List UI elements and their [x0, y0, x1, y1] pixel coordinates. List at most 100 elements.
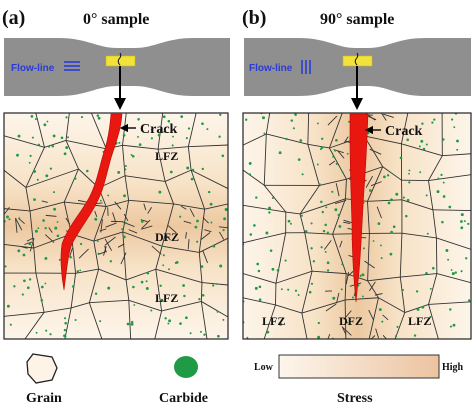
grain-boundary	[428, 301, 471, 305]
carbide-dot	[216, 310, 219, 313]
grain-boundary	[369, 148, 382, 155]
carbide-dot	[201, 293, 205, 297]
panel-b-flow-line-icon	[301, 60, 311, 74]
carbide-dot	[157, 133, 161, 137]
carbide-dot	[380, 257, 383, 260]
carbide-dot	[174, 261, 178, 265]
carbide-dot	[381, 320, 384, 323]
carbide-dot	[431, 121, 434, 124]
carbide-dot	[122, 235, 126, 239]
carbide-dot	[217, 334, 220, 338]
carbide-dot	[304, 229, 308, 233]
grain-boundary	[155, 269, 163, 311]
carbide-dot	[460, 220, 463, 223]
grain-boundary	[161, 301, 202, 312]
carbide-dot	[442, 138, 445, 141]
carbide-dot	[332, 296, 336, 300]
carbide-dot	[263, 132, 266, 135]
carbide-dot	[17, 249, 21, 253]
grain-boundary	[4, 244, 34, 249]
carbide-dot	[348, 120, 351, 123]
carbide-dot	[425, 143, 428, 146]
panel-a-specimen	[4, 38, 230, 96]
panel-a-zone-bottom: LFZ	[155, 291, 178, 305]
grain-boundary	[173, 203, 205, 210]
carbide-dot	[140, 280, 144, 284]
carbide-dot	[212, 284, 215, 287]
carbide-dot	[52, 191, 56, 194]
carbide-dot	[45, 174, 49, 178]
carbide-dot	[265, 231, 269, 235]
carbide-dot	[389, 252, 393, 256]
carbide-dot	[160, 298, 164, 302]
panel-b-frame	[242, 112, 472, 340]
carbide-dot	[45, 329, 48, 332]
carbide-dot	[223, 217, 227, 221]
panel-b-flow-line-label: Flow-line	[249, 63, 293, 74]
carbide-dot	[132, 285, 135, 289]
carbide-dot	[300, 214, 303, 217]
carbide-dot	[210, 221, 213, 224]
carbide-dot	[413, 334, 417, 337]
panel-a-zone-middle: DFZ	[155, 230, 179, 244]
carbide-dot	[118, 141, 121, 144]
grain-boundary	[383, 113, 394, 118]
carbide-dot	[203, 333, 206, 336]
grain-boundary	[128, 229, 138, 234]
carbide-dot	[186, 166, 190, 170]
carbide-dot	[191, 168, 195, 172]
carbide-dot	[378, 308, 382, 311]
grain-boundary	[347, 271, 354, 277]
grain-boundary	[4, 206, 10, 216]
carbide-dot	[426, 232, 429, 235]
grain-boundary	[332, 198, 346, 235]
carbide-dot	[346, 152, 349, 155]
carbide-dot	[440, 173, 443, 177]
carbide-dot	[44, 282, 47, 285]
legend-stress-high: High	[442, 362, 464, 373]
carbide-dot	[130, 322, 134, 326]
grain-boundary	[204, 203, 228, 210]
grain-boundary	[103, 246, 107, 256]
grain-boundary	[319, 178, 347, 186]
carbide-dot	[73, 177, 77, 180]
grain-boundary	[65, 113, 70, 141]
grain-boundary	[307, 143, 330, 149]
grain-boundary	[367, 233, 370, 281]
carbide-dot	[460, 226, 464, 230]
carbide-dot	[47, 145, 51, 148]
carbide-dot	[331, 190, 334, 193]
carbide-dot	[219, 113, 222, 116]
carbide-dot	[124, 164, 127, 168]
panel-b-label: (b)	[242, 7, 266, 29]
carbide-dot	[266, 330, 270, 334]
carbide-dot	[441, 220, 444, 224]
carbide-dot	[418, 145, 421, 148]
carbide-dot	[145, 287, 149, 290]
carbide-dot	[13, 285, 16, 288]
grain-boundary	[99, 228, 107, 232]
carbide-dot	[201, 122, 204, 125]
carbide-dot	[454, 271, 457, 274]
carbide-dot	[124, 222, 128, 225]
carbide-dot	[245, 118, 248, 121]
carbide-dot	[71, 285, 75, 288]
grain-boundary	[345, 271, 349, 285]
carbide-dot	[58, 258, 61, 261]
grain-boundary	[180, 205, 187, 210]
carbide-dot	[320, 200, 323, 204]
carbide-dot	[96, 239, 99, 243]
carbide-dot	[121, 228, 124, 231]
carbide-dot	[196, 240, 199, 243]
carbide-dot	[51, 144, 55, 148]
grain-boundary	[312, 270, 347, 275]
grain-boundary	[157, 149, 166, 182]
grain-boundary	[344, 179, 347, 199]
grain-boundary	[151, 245, 162, 255]
carbide-dot	[449, 325, 453, 328]
carbide-dot	[198, 297, 201, 301]
grain-boundary	[201, 301, 228, 318]
carbide-dot	[164, 317, 167, 320]
grain-boundary	[33, 247, 37, 274]
carbide-dot	[351, 296, 354, 299]
